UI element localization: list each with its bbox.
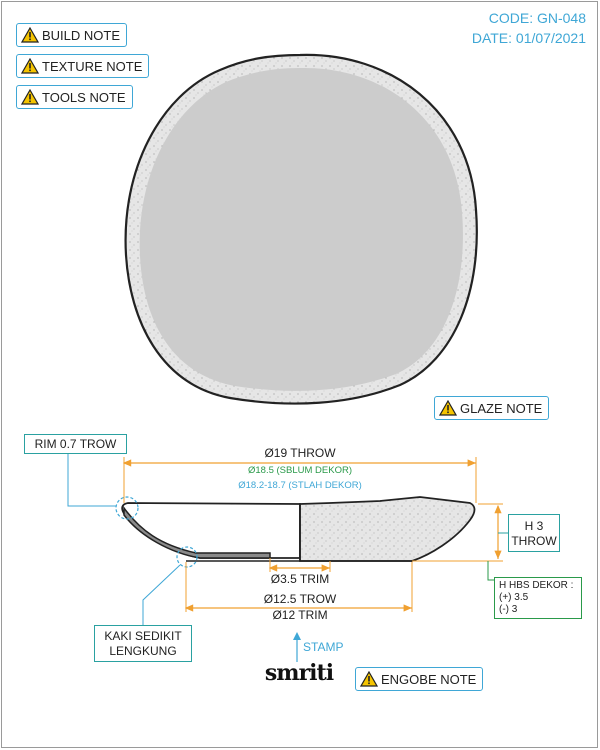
rim-callout-label: RIM 0.7 TROW [24, 434, 127, 454]
foot-callout-label: KAKI SEDIKIT LENGKUNG [94, 625, 192, 662]
dim-trim-small: Ø3.5 TRIM [270, 572, 330, 586]
texture-note-button[interactable]: TEXTURE NOTE [16, 54, 150, 78]
engobe-note-label: ENGOBE NOTE [381, 671, 477, 687]
height-throw-line2: THROW [511, 534, 557, 548]
dim-diameter-throw: Ø19 THROW [264, 446, 336, 460]
warning-triangle-icon [360, 671, 378, 687]
height-throw-box: H 3 THROW [508, 514, 560, 552]
glaze-note-label: GLAZE NOTE [460, 400, 543, 416]
warning-triangle-icon [21, 89, 39, 105]
build-note-button[interactable]: BUILD NOTE [16, 23, 128, 47]
stamp-label: STAMP [303, 640, 344, 654]
texture-note-label: TEXTURE NOTE [42, 58, 143, 74]
height-decor-plus: (+) 3.5 [499, 592, 529, 603]
height-decor-title: H HBS DEKOR : [499, 580, 574, 591]
height-throw-line1: H 3 [524, 519, 544, 533]
warning-triangle-icon [21, 58, 39, 74]
glaze-note-button[interactable]: GLAZE NOTE [434, 396, 550, 420]
height-decor-minus: (-) 3 [499, 604, 518, 615]
engobe-note-button[interactable]: ENGOBE NOTE [355, 667, 484, 691]
height-decor-box: H HBS DEKOR : (+) 3.5 (-) 3 [494, 577, 582, 619]
code-label: CODE: GN-048 [488, 10, 586, 26]
foot-callout-line1: KAKI SEDIKIT [104, 629, 182, 643]
tools-note-button[interactable]: TOOLS NOTE [16, 85, 133, 109]
foot-callout-line2: LENGKUNG [109, 644, 177, 658]
dim-foot-throw: Ø12.5 TROW [263, 592, 337, 606]
warning-triangle-icon [439, 400, 457, 416]
dim-diameter-after-decor: Ø18.2-18.7 (STLAH DEKOR) [238, 480, 362, 491]
warning-triangle-icon [21, 27, 39, 43]
build-note-label: BUILD NOTE [42, 27, 121, 43]
dim-foot-trim: Ø12 TRIM [272, 608, 328, 622]
date-label: DATE: 01/07/2021 [471, 30, 586, 46]
dim-diameter-before-decor: Ø18.5 (SBLUM DEKOR) [248, 465, 352, 476]
tools-note-label: TOOLS NOTE [42, 89, 126, 105]
smriti-logo: smriti [264, 660, 334, 686]
